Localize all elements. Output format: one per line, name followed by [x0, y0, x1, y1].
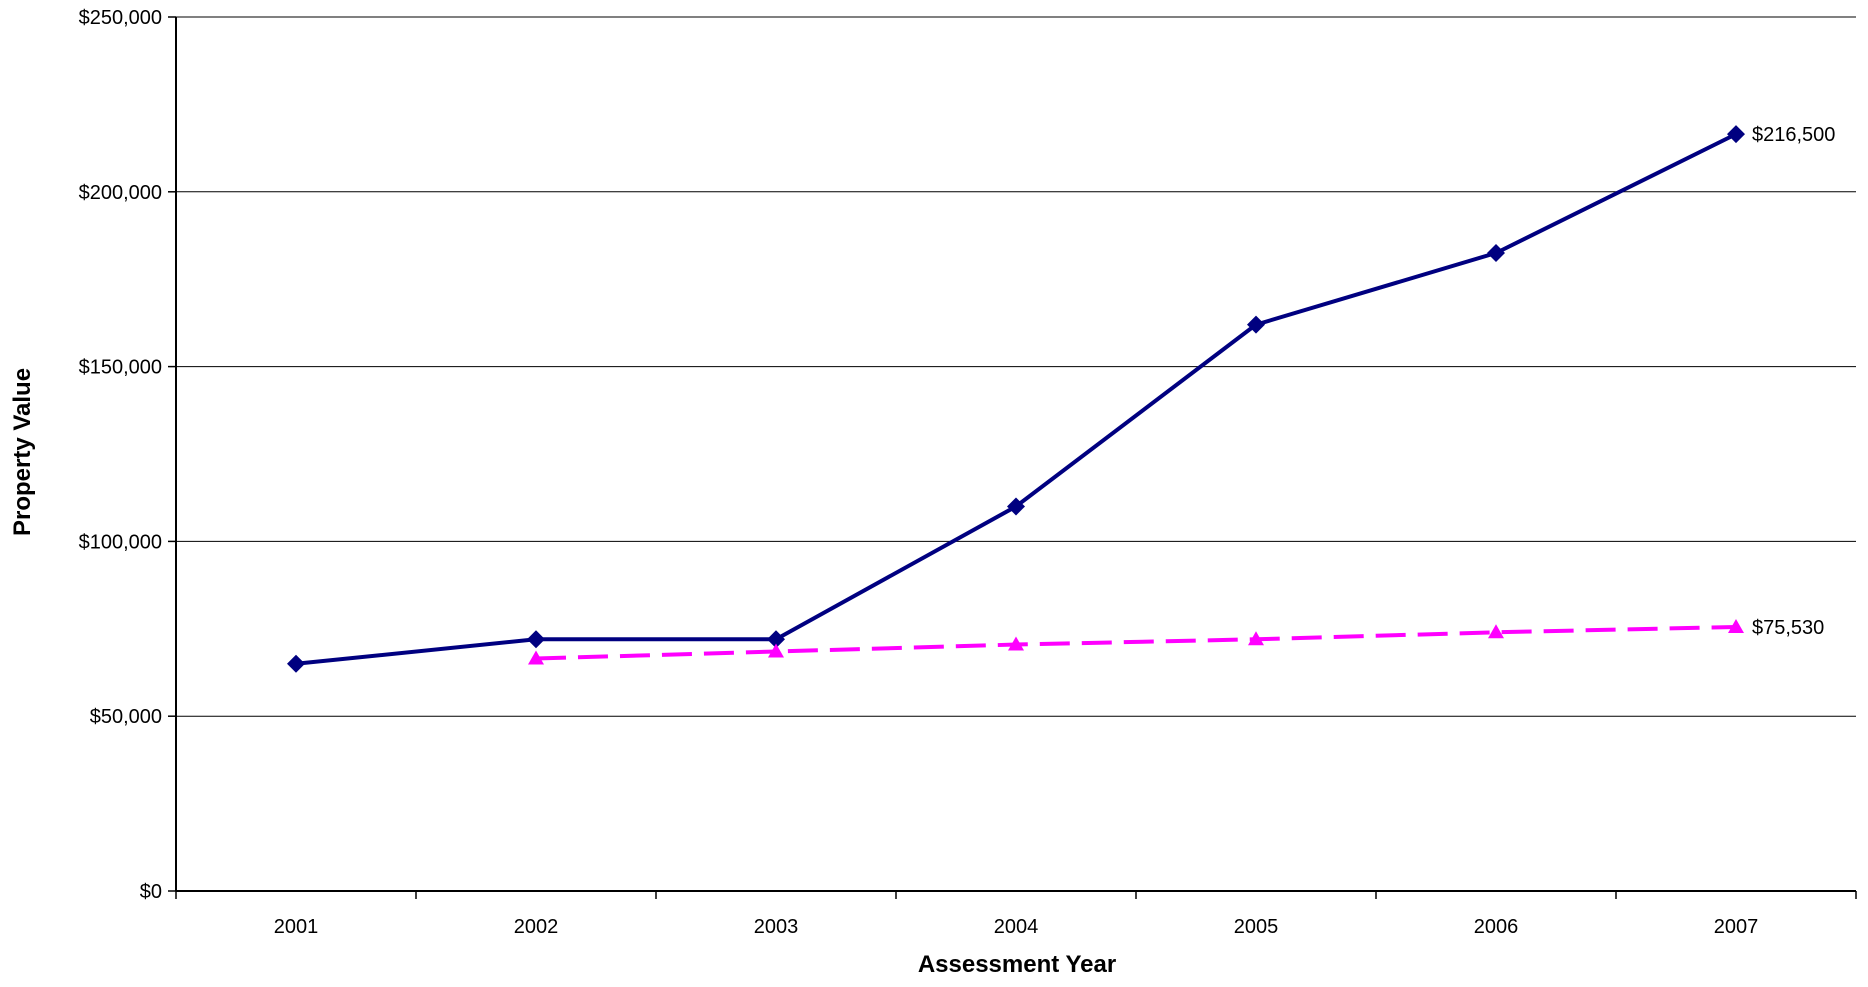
y-axis-title: Property Value	[9, 368, 36, 536]
data-label: $216,500	[1752, 124, 1835, 146]
data-point	[1488, 624, 1504, 639]
series-1	[287, 125, 1745, 673]
data-point	[1008, 636, 1024, 651]
tick-labels: $0 $50,000 $100,000 $150,000 $200,000 $250,00…	[79, 7, 1759, 938]
x-tick-label: 2003	[754, 916, 799, 938]
y-tick-label: $100,000	[79, 531, 162, 553]
x-tick-label: 2004	[994, 916, 1039, 938]
data-labels: $216,500 $75,530	[1752, 124, 1835, 639]
data-point	[1487, 243, 1505, 262]
series-2	[528, 618, 1744, 665]
x-tick-label: 2005	[1234, 916, 1279, 938]
data-point	[1248, 631, 1264, 646]
x-tick-label: 2007	[1714, 916, 1759, 938]
data-point	[768, 643, 784, 658]
data-point	[287, 654, 305, 673]
x-axis-title: Assessment Year	[918, 951, 1116, 978]
y-tick-label: $0	[140, 881, 162, 903]
x-tick-label: 2006	[1474, 916, 1519, 938]
data-point	[767, 630, 785, 649]
data-point	[1247, 315, 1265, 334]
data-label: $75,530	[1752, 617, 1824, 639]
y-tick-label: $150,000	[79, 357, 162, 379]
series-line	[535, 624, 1737, 661]
y-tick-label: $50,000	[90, 706, 162, 728]
series-line	[295, 132, 1737, 666]
data-point	[527, 630, 545, 649]
series	[287, 125, 1745, 673]
data-point	[1728, 618, 1744, 633]
data-point	[1727, 125, 1745, 144]
gridlines	[176, 16, 1856, 717]
data-point	[528, 650, 544, 665]
axes	[168, 16, 1857, 899]
y-tick-label: $200,000	[79, 182, 162, 204]
x-tick-label: 2002	[514, 916, 559, 938]
data-point	[1007, 497, 1025, 516]
y-tick-label: $250,000	[79, 7, 162, 29]
x-tick-label: 2001	[274, 916, 319, 938]
